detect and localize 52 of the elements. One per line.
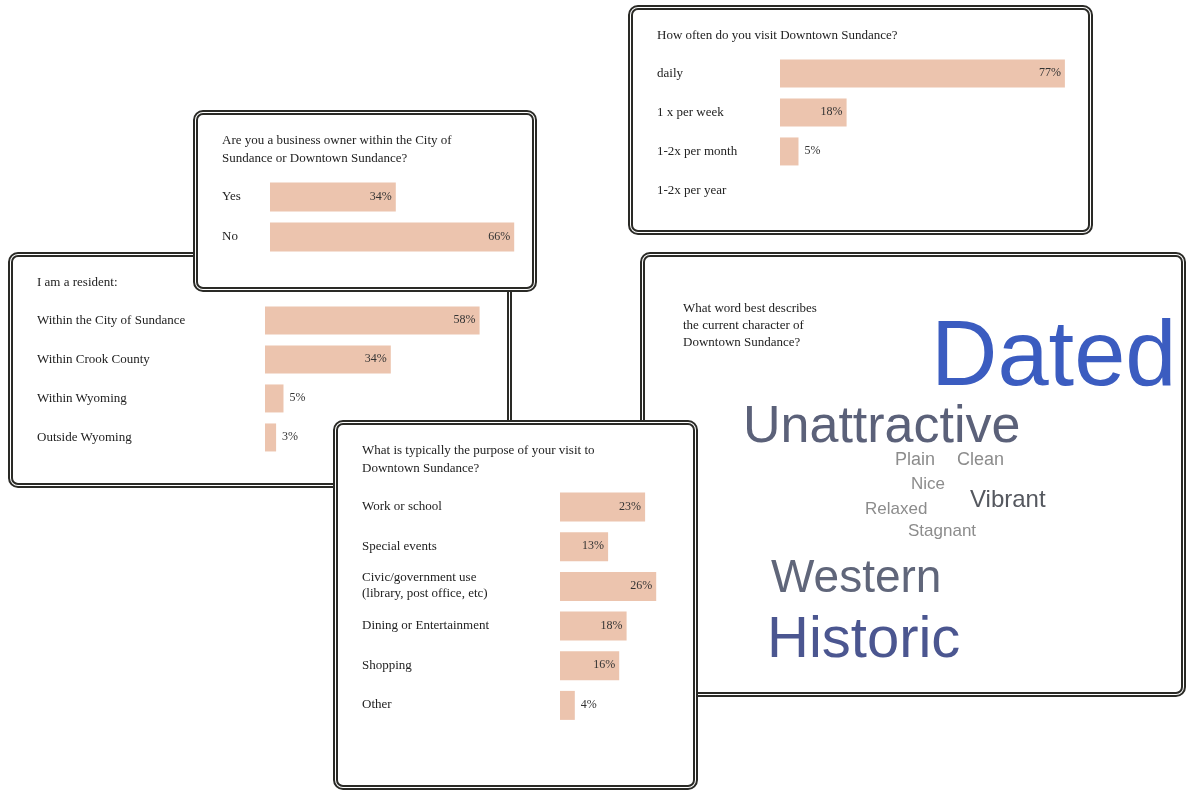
category-label: Western: [771, 550, 942, 602]
text: I am a resident:: [37, 273, 119, 291]
data-label: 3%: [282, 429, 299, 444]
bar: [265, 345, 391, 374]
chart-title: How often do you visit Downtown Sundance?: [657, 26, 899, 44]
bar: [265, 306, 480, 335]
y-tick-label: 1 x per week: [657, 103, 725, 119]
data-label: 34%: [369, 188, 392, 203]
data-label: 66%: [488, 228, 511, 243]
data-label: 58%: [453, 312, 476, 327]
data-label: 5%: [804, 143, 821, 158]
data-label: 23%: [619, 498, 642, 513]
bar: [265, 423, 277, 452]
y-tick-label: daily: [657, 64, 684, 80]
bar: [560, 571, 657, 601]
y-tick-label: Within Wyoming: [37, 389, 128, 405]
y-tick-label: Civic/government use (library, post office, etc): [362, 569, 488, 601]
chart-title: What is typically the purpose of your visit to Downtown Sundance?: [362, 441, 596, 477]
y-tick-label: Within Crook County: [37, 350, 151, 366]
y-tick-label: Yes: [222, 187, 241, 203]
y-tick-label: Other: [362, 696, 393, 712]
data-label: 34%: [364, 351, 387, 366]
y-tick-label: Work or school: [362, 497, 443, 513]
category-label: Nice: [911, 474, 946, 493]
data-label: 13%: [582, 538, 605, 553]
bar: [560, 492, 646, 522]
bar: [560, 690, 575, 720]
y-tick-label: Within the City of Sundance: [37, 311, 186, 327]
data-label: 77%: [1038, 65, 1061, 80]
y-tick-label: 1-2x per month: [657, 142, 738, 158]
category-label: Historic: [767, 604, 961, 669]
category-label: Stagnant: [908, 521, 977, 540]
bar: [560, 651, 620, 681]
data-label: 18%: [820, 104, 843, 119]
bar: [265, 384, 284, 413]
bar: [560, 611, 627, 641]
data-label: 4%: [580, 697, 597, 712]
data-label: 5%: [289, 390, 306, 405]
chart-title: Are you a business owner within the City of Sundance or Downtown Sundance?: [222, 131, 453, 167]
data-label: 16%: [593, 657, 616, 672]
category-label: Relaxed: [865, 499, 928, 518]
y-tick-label: Special events: [362, 537, 437, 553]
data-label: 26%: [630, 578, 653, 593]
y-tick-label: Shopping: [362, 656, 413, 672]
y-tick-label: Dining or Entertainment: [362, 616, 490, 632]
y-tick-label: 1-2x per year: [657, 181, 727, 197]
text: What word best describes the current character of Downtown Sundance?: [683, 299, 818, 350]
y-tick-label: Outside Wyoming: [37, 428, 133, 444]
category-label: Vibrant: [970, 485, 1046, 512]
y-tick-label: No: [222, 227, 238, 243]
data-label: 18%: [600, 617, 623, 632]
bar: [560, 532, 609, 562]
